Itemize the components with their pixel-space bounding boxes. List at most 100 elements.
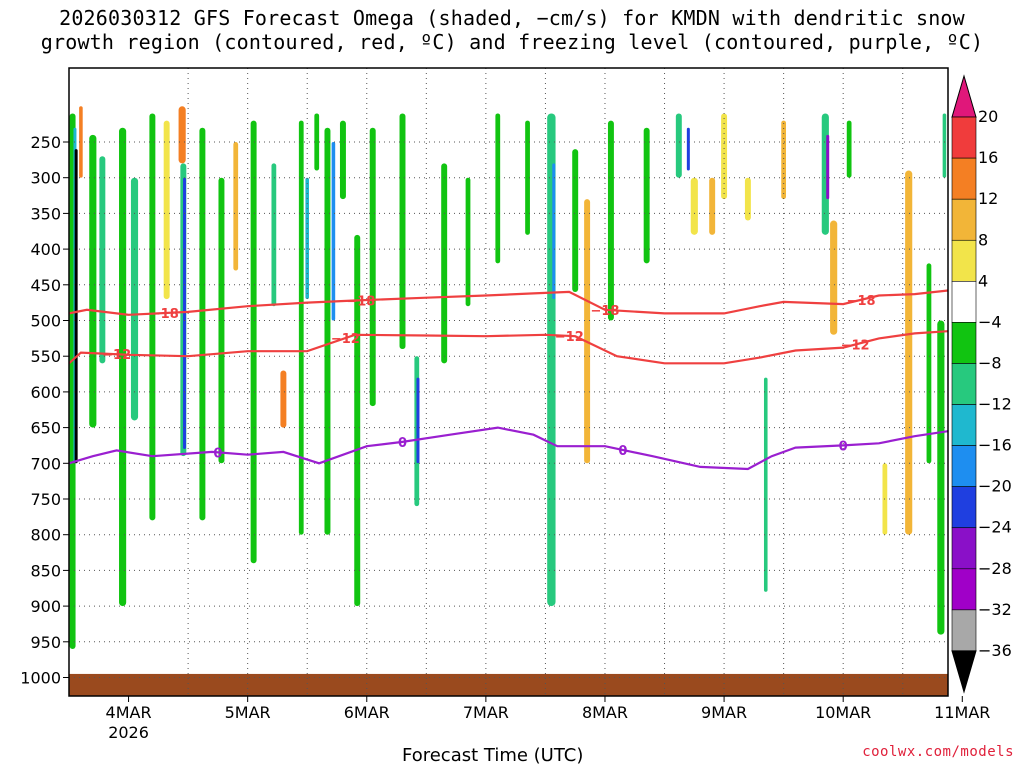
dgz-label-minus12: −12: [102, 348, 131, 363]
y-tick-label: 600: [30, 383, 61, 402]
omega-cell: [298, 120, 304, 535]
colorbar-label: −4: [978, 312, 1002, 331]
colorbar-segment: [951, 281, 977, 323]
dgz-contour-minus12: [69, 330, 948, 365]
y-tick-label: 1000: [20, 669, 61, 688]
colorbar-segment: [951, 609, 977, 652]
omega-cell: [89, 134, 97, 428]
colorbar-label: −24: [978, 518, 1012, 537]
omega-cell: [163, 120, 170, 300]
omega-cell: [584, 199, 591, 464]
chart-title-line2: growth region (contoured, red, ºC) and f…: [40, 30, 984, 54]
omega-cell: [744, 177, 751, 221]
y-tick-label: 450: [30, 276, 61, 295]
colorbar-label: −16: [978, 436, 1012, 455]
colorbar-label: 4: [978, 271, 988, 290]
colorbar-label: 16: [978, 148, 998, 167]
omega-cell: [905, 170, 913, 535]
y-tick-label: 550: [30, 347, 61, 366]
colorbar-label: −12: [978, 395, 1012, 414]
colorbar-label: −36: [978, 641, 1012, 660]
x-tick-label: 7MAR: [463, 703, 509, 722]
omega-cell: [465, 177, 471, 307]
dgz-label-minus18: −18: [590, 304, 619, 319]
omega-cell: [399, 113, 406, 350]
omega-cell: [149, 113, 156, 521]
chart-title: 2026030312 GFS Forecast Omega (shaded, −…: [0, 6, 1024, 54]
dgz-label-minus18: −18: [150, 307, 179, 322]
y-tick-label: 750: [30, 490, 61, 509]
omega-cell: [130, 177, 139, 421]
omega-cell: [686, 127, 690, 171]
omega-cell: [233, 142, 239, 271]
colorbar-segment: [951, 239, 977, 282]
colorbar-segment: [951, 157, 977, 200]
omega-cell: [416, 377, 420, 464]
omega-cell: [324, 127, 331, 535]
omega-cell: [826, 134, 830, 200]
y-tick-label: 900: [30, 597, 61, 616]
colorbar-label: 12: [978, 189, 998, 208]
y-tick-label: 350: [30, 204, 61, 223]
omega-cell: [830, 220, 838, 335]
colorbar-segment: [951, 486, 977, 529]
colorbar-segment: [951, 404, 977, 446]
freezing-label: 0: [618, 444, 627, 459]
credit-text: coolwx.com/models: [862, 744, 1014, 760]
colorbar-segment: [951, 650, 977, 694]
colorbar-label: −20: [978, 477, 1012, 496]
omega-cell: [781, 120, 787, 200]
omega-cell: [675, 113, 682, 178]
freezing-label: 0: [213, 446, 222, 461]
ground-surface: [69, 673, 948, 696]
colorbar-label: −32: [978, 600, 1012, 619]
y-tick-label: 800: [30, 526, 61, 545]
x-tick-label: 6MAR: [344, 703, 390, 722]
x-tick-label: 8MAR: [582, 703, 628, 722]
omega-cell: [250, 120, 257, 564]
omega-cell: [572, 149, 579, 292]
omega-cell: [183, 177, 187, 450]
dgz-label-minus12: −12: [555, 330, 584, 345]
colorbar-label: 20: [978, 107, 998, 126]
plot-background: [69, 68, 948, 696]
omega-cell: [354, 234, 361, 607]
y-tick-label: 300: [30, 169, 61, 188]
x-axis-label: Forecast Time (UTC): [402, 745, 584, 766]
omega-cell: [178, 106, 186, 164]
dgz-label-minus12: −12: [331, 332, 360, 347]
dgz-label-minus12: −12: [841, 339, 870, 354]
omega-cell: [199, 127, 206, 521]
y-tick-label: 250: [30, 133, 61, 152]
omega-cell: [99, 156, 106, 364]
omega-cell: [74, 149, 78, 464]
x-tick-label: 5MAR: [225, 703, 271, 722]
y-tick-label: 850: [30, 561, 61, 580]
colorbar-segment: [951, 322, 977, 364]
omega-cell: [937, 320, 945, 635]
chart-title-line1: 2026030312 GFS Forecast Omega (shaded, −…: [59, 6, 965, 30]
dgz-label-minus18: −18: [847, 294, 876, 309]
colorbar-segment: [951, 445, 977, 487]
freezing-level-contour: [69, 426, 948, 471]
dgz-label-minus18: −18: [346, 294, 375, 309]
omega-cell: [495, 113, 501, 264]
colorbar-segment: [951, 363, 977, 405]
colorbar-segment: [951, 527, 977, 570]
omega-cell: [314, 113, 320, 171]
colorbar-segment: [951, 74, 977, 118]
omega-cell: [271, 163, 277, 307]
omega-cell: [721, 113, 728, 200]
colorbar-label: −28: [978, 559, 1012, 578]
omega-cell: [441, 163, 448, 364]
x-tick-label: 9MAR: [701, 703, 747, 722]
freezing-label: 0: [839, 439, 848, 454]
y-tick-label: 500: [30, 312, 61, 331]
omega-cell: [331, 142, 336, 321]
omega-cell: [552, 163, 556, 300]
y-tick-label: 400: [30, 240, 61, 259]
x-tick-label: 10MAR: [815, 703, 871, 722]
omega-cell: [926, 263, 932, 464]
omega-cell: [846, 120, 852, 178]
